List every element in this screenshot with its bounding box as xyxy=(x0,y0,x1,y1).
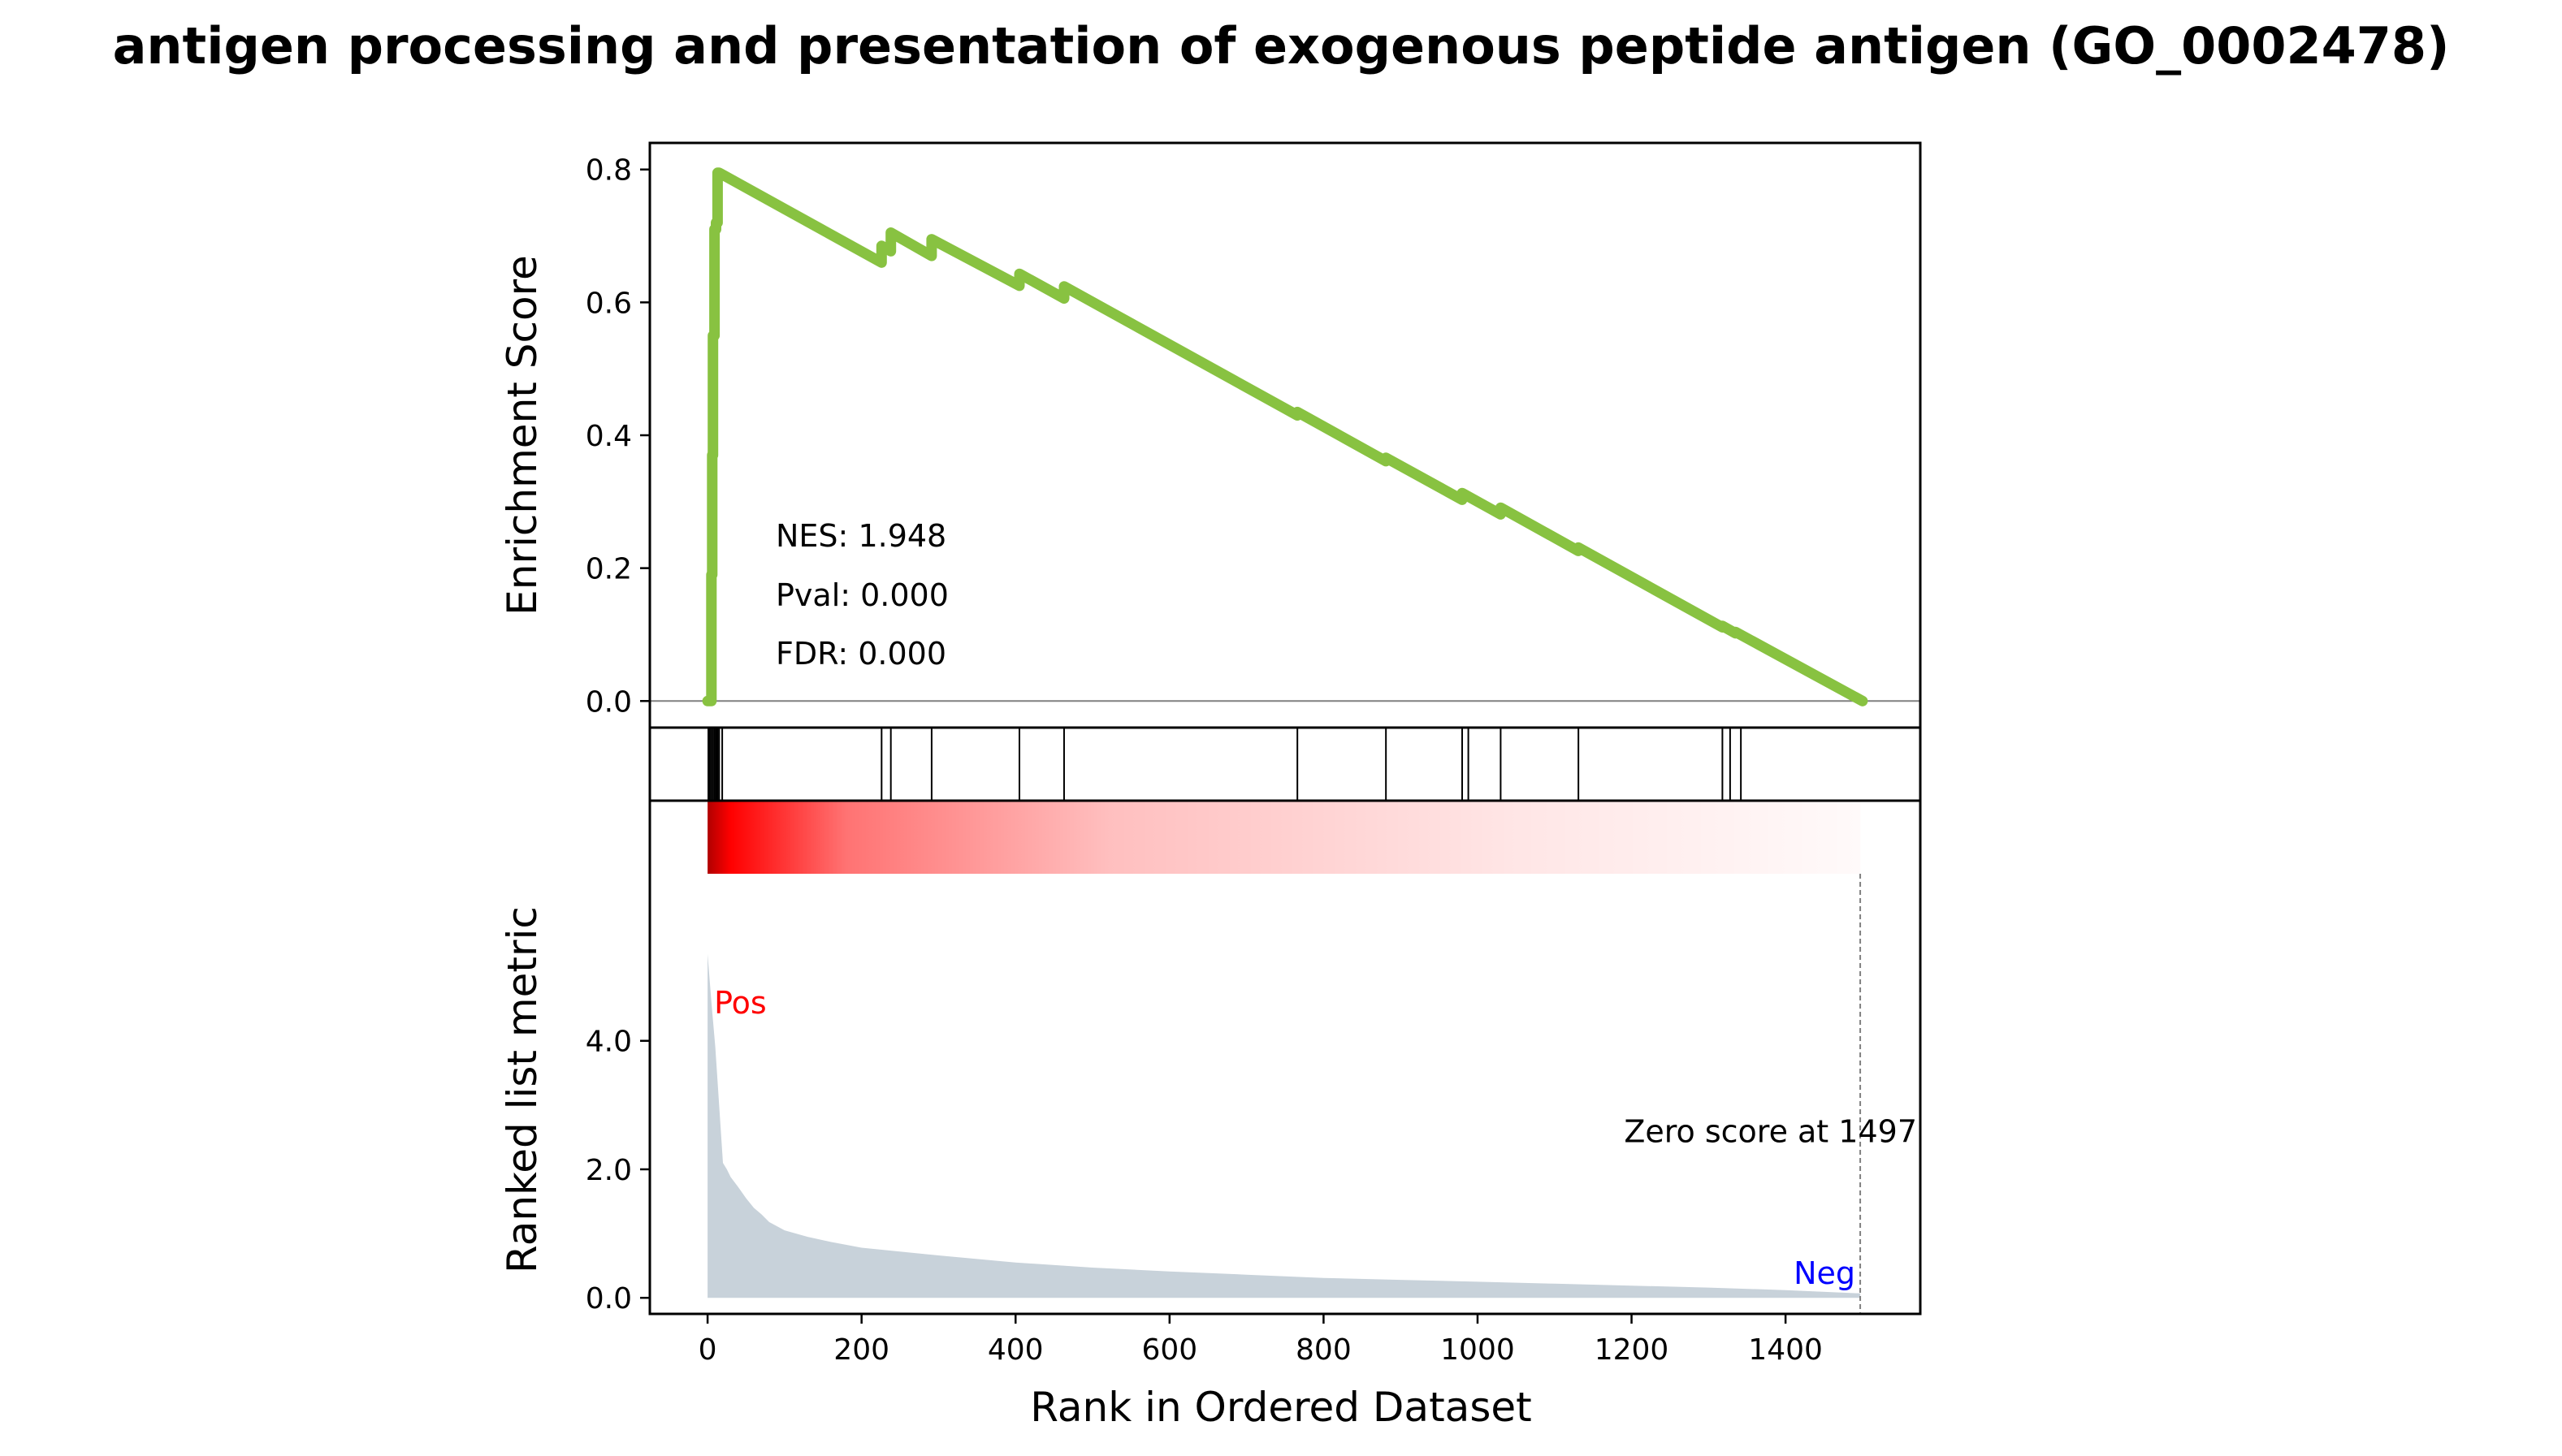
x-axis-label: Rank in Ordered Dataset xyxy=(1030,1384,1531,1431)
rank-heatmap-bar xyxy=(708,801,1861,874)
es-tick-label: 0.8 xyxy=(586,154,632,188)
pval-stat: Pval: 0.000 xyxy=(776,577,949,613)
x-tick-label: 800 xyxy=(1296,1333,1352,1367)
x-tick-label: 400 xyxy=(988,1333,1044,1367)
gene-hits-panel xyxy=(648,726,1922,802)
metric-tick-label: 4.0 xyxy=(586,1026,632,1059)
x-axis-ticks: 0 200 400 600 800 1000 1200 1400 xyxy=(699,1314,1823,1367)
metric-y-axis-label: Ranked list metric xyxy=(499,906,546,1273)
ranked-metric-panel: 0.02.04.0 0 200 400 600 800 1000 1200 1400 Pos … xyxy=(586,799,1922,1367)
es-axis-ticks: 0.0 0.2 0.4 0.6 0.8 xyxy=(586,154,650,719)
x-tick-label: 1200 xyxy=(1595,1333,1669,1367)
ranked-metric-area xyxy=(708,953,1861,1298)
es-tick-label: 0.6 xyxy=(586,287,632,320)
fdr-stat: FDR: 0.000 xyxy=(776,636,946,672)
x-tick-label: 1000 xyxy=(1440,1333,1515,1367)
pos-label: Pos xyxy=(714,985,767,1021)
metric-tick-label: 0.0 xyxy=(586,1282,632,1316)
enrichment-score-panel: 0.0 0.2 0.4 0.6 0.8 NES: 1.948 Pval: 0.000 F… xyxy=(586,141,1922,729)
neg-label: Neg xyxy=(1794,1255,1855,1291)
metric-tick-label: 2.0 xyxy=(586,1154,632,1187)
metric-axis-ticks: 0.0 2.0 4.0 xyxy=(586,1026,650,1316)
es-y-axis-label: Enrichment Score xyxy=(499,255,546,616)
metric-panel-frame xyxy=(648,799,1922,1316)
zero-score-label: Zero score at 1497 xyxy=(1624,1113,1917,1149)
x-tick-label: 0 xyxy=(699,1333,717,1367)
es-tick-label: 0.2 xyxy=(586,553,632,586)
chart-title: antigen processing and presentation of e… xyxy=(113,16,2450,76)
es-curve xyxy=(702,167,1868,706)
es-tick-label: 0.4 xyxy=(586,420,632,453)
hit-lines xyxy=(708,728,1742,801)
x-tick-label: 1400 xyxy=(1748,1333,1823,1367)
nes-stat: NES: 1.948 xyxy=(776,518,946,554)
x-tick-label: 600 xyxy=(1141,1333,1197,1367)
es-tick-label: 0.0 xyxy=(586,685,632,719)
x-tick-label: 200 xyxy=(833,1333,889,1367)
